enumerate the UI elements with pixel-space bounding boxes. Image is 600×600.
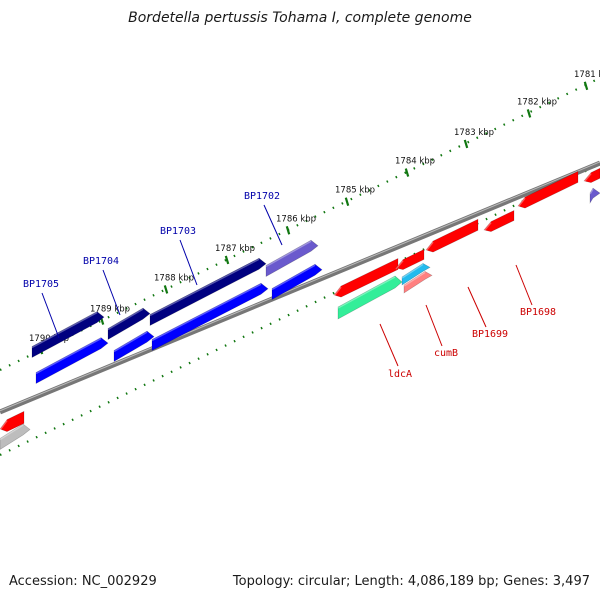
gene-shade bbox=[265, 240, 312, 268]
gene-bp1702[interactable] bbox=[265, 239, 319, 278]
accession-text: Accession: NC_002929 bbox=[9, 574, 157, 589]
major-tick bbox=[526, 109, 532, 118]
leader-line bbox=[515, 264, 533, 306]
gene-label-bp1699[interactable]: BP1699 bbox=[472, 329, 508, 340]
scale-label: 1789 kbp bbox=[90, 305, 130, 315]
scale-label: 1787 kbp bbox=[215, 244, 255, 254]
gene-bp1705-b[interactable] bbox=[35, 337, 109, 385]
scale-label: 1788 kbp bbox=[154, 273, 194, 283]
gene-shade bbox=[401, 263, 424, 279]
gene-bp1705[interactable] bbox=[31, 311, 105, 359]
gene-ldcA[interactable] bbox=[333, 257, 399, 298]
gene-cumB-rna[interactable] bbox=[401, 263, 431, 286]
gene-cumB-b[interactable] bbox=[403, 271, 433, 294]
gene-shade bbox=[583, 173, 592, 183]
gene-shade bbox=[403, 271, 426, 287]
gene-shade bbox=[333, 286, 342, 297]
leader-line bbox=[425, 304, 443, 347]
scale-label: 1782 kbp bbox=[517, 97, 557, 107]
gene-edge-reverse[interactable] bbox=[583, 167, 600, 183]
gene-ldcA-rna[interactable] bbox=[337, 275, 403, 320]
gene-shade bbox=[151, 283, 262, 342]
genome-backbone bbox=[0, 160, 600, 415]
leader-line bbox=[41, 292, 60, 339]
gene-bp1704[interactable] bbox=[107, 307, 151, 341]
gene-label-bp1702[interactable]: BP1702 bbox=[244, 191, 280, 202]
gene-shade bbox=[517, 197, 526, 208]
gene-cumB-a[interactable] bbox=[395, 248, 425, 270]
gene-bp1698-a[interactable] bbox=[483, 209, 515, 232]
map-title: Bordetella pertussis Tohama I, complete … bbox=[128, 10, 472, 26]
gene-shade bbox=[395, 260, 404, 270]
outer-scale-track bbox=[0, 77, 600, 371]
gene-shade bbox=[31, 311, 98, 349]
gene-shade bbox=[107, 308, 144, 331]
major-tick bbox=[463, 139, 469, 149]
major-tick bbox=[224, 255, 230, 265]
gene-shade bbox=[35, 337, 102, 375]
gene-label-cumb[interactable]: cumB bbox=[434, 348, 458, 359]
gene-shade bbox=[589, 188, 594, 195]
gene-bp1699[interactable] bbox=[425, 218, 479, 253]
inner-scale-track bbox=[0, 163, 600, 456]
gene-left-edge-grey[interactable] bbox=[0, 423, 31, 450]
gene-label-bp1704[interactable]: BP1704 bbox=[83, 256, 119, 267]
genome-backbone-highlight bbox=[0, 161, 600, 412]
gene-shade bbox=[0, 424, 24, 441]
gene-label-bp1703[interactable]: BP1703 bbox=[160, 226, 196, 237]
gene-shade bbox=[149, 258, 260, 317]
gene-shade bbox=[483, 222, 492, 232]
gene-shade bbox=[271, 264, 316, 291]
major-tick bbox=[404, 168, 410, 177]
leader-line bbox=[467, 286, 487, 328]
leader-line bbox=[102, 269, 121, 316]
gene-left-edge[interactable] bbox=[0, 410, 25, 432]
gene-bp1703[interactable] bbox=[149, 257, 267, 326]
scale-label: 1786 kbp bbox=[276, 214, 316, 224]
gene-shade bbox=[337, 276, 396, 309]
gene-label-bp1698[interactable]: BP1698 bbox=[520, 307, 556, 318]
gene-bp1704-b[interactable] bbox=[113, 330, 155, 363]
gene-bp1702-b[interactable] bbox=[271, 263, 323, 301]
scale-label: 1783 kbp bbox=[454, 128, 494, 138]
gene-shade bbox=[425, 241, 434, 252]
leader-line bbox=[379, 323, 399, 367]
scale-label: 1784 kbp bbox=[395, 157, 435, 167]
gene-shade bbox=[0, 420, 8, 431]
gene-label-ldca[interactable]: ldcA bbox=[388, 369, 412, 380]
gene-bp1703-b[interactable] bbox=[151, 282, 269, 351]
leader-line bbox=[179, 239, 198, 286]
gene-label-bp1705[interactable]: BP1705 bbox=[23, 279, 59, 290]
leader-line bbox=[263, 204, 283, 246]
major-tick bbox=[583, 81, 589, 91]
gene-bp1698[interactable] bbox=[517, 170, 579, 209]
gene-shade bbox=[113, 331, 148, 353]
gene-edge-forward[interactable] bbox=[589, 187, 600, 205]
major-tick bbox=[285, 226, 291, 235]
major-tick bbox=[344, 197, 350, 207]
scale-label: 1781 kbp bbox=[574, 70, 600, 80]
major-tick bbox=[163, 285, 169, 294]
genome-summary-text: Topology: circular; Length: 4,086,189 bp… bbox=[232, 574, 590, 589]
scale-label: 1785 kbp bbox=[335, 186, 375, 196]
